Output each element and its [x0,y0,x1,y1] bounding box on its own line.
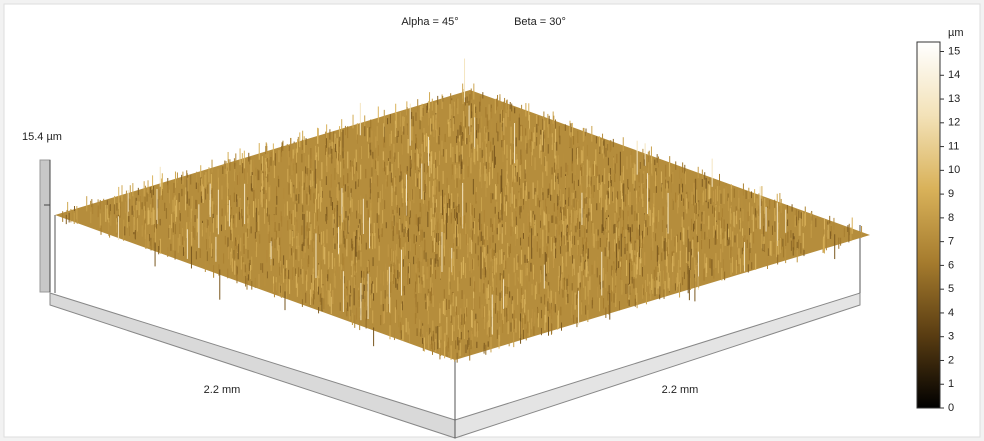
colorbar-tick-label: 15 [948,45,960,57]
colorbar-tick-label: 12 [948,117,960,129]
colorbar-tick-label: 11 [948,140,959,152]
x-axis-label: 2.2 mm [204,384,241,396]
colorbar-tick-label: 8 [948,212,954,224]
colorbar-tick-label: 2 [948,354,954,366]
page: Alpha = 45° Beta = 30° 15.4 µm 2.2 mm 2.… [0,0,984,441]
colorbar-tick-label: 5 [948,283,954,295]
colorbar-tick-label: 14 [948,69,960,81]
chart: Alpha = 45° Beta = 30° 15.4 µm 2.2 mm 2.… [0,0,984,441]
alpha-label: Alpha = 45° [401,16,458,28]
z-range-label: 15.4 µm [22,131,62,143]
colorbar-tick-label: 0 [948,402,954,414]
colorbar-tick-label: 3 [948,331,954,343]
colorbar-tick-label: 9 [948,188,954,200]
colorbar-tick-label: 13 [948,93,960,105]
beta-label: Beta = 30° [514,16,566,28]
colorbar-tick-label: 6 [948,259,954,271]
colorbar-unit: µm [948,27,964,39]
colorbar-tick-label: 10 [948,164,960,176]
colorbar-tick-label: 4 [948,307,954,319]
colorbar-tick-label: 1 [948,378,954,390]
z-axis [40,160,50,292]
y-axis-label: 2.2 mm [662,384,699,396]
colorbar-tick-label: 7 [948,236,954,248]
colorbar [917,42,940,408]
